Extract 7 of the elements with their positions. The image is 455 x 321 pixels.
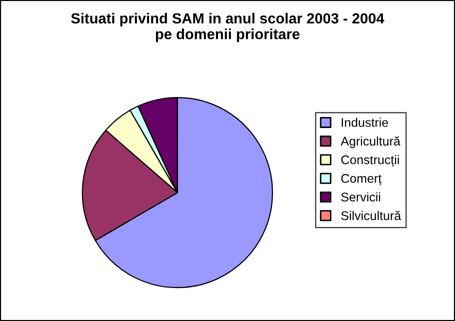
legend-label: Servicii [341, 192, 380, 202]
legend-label: Silvicultură [341, 210, 402, 220]
legend-label: Comerț [341, 174, 382, 186]
chart-title: Situati privind SAM in anul scolar 2003 - 2004 pe domenii prioritare [71, 12, 384, 42]
legend-label: Construcții [341, 155, 399, 167]
legend-label: Agricultură [340, 136, 400, 148]
legend-label: Industrie [342, 118, 388, 127]
